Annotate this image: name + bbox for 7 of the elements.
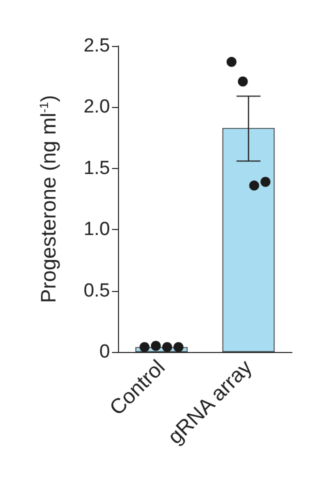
y-tick-label: 2.5 bbox=[84, 36, 110, 56]
y-tick-label: 0 bbox=[99, 342, 110, 362]
y-tick-label: 0.5 bbox=[84, 280, 110, 302]
y-axis-title: Progesterone (ng ml-1) bbox=[37, 95, 60, 303]
y-tick-label: 2.0 bbox=[84, 96, 110, 118]
y-tick-label: 1.0 bbox=[84, 219, 110, 240]
y-tick-label: 1.5 bbox=[84, 158, 110, 179]
